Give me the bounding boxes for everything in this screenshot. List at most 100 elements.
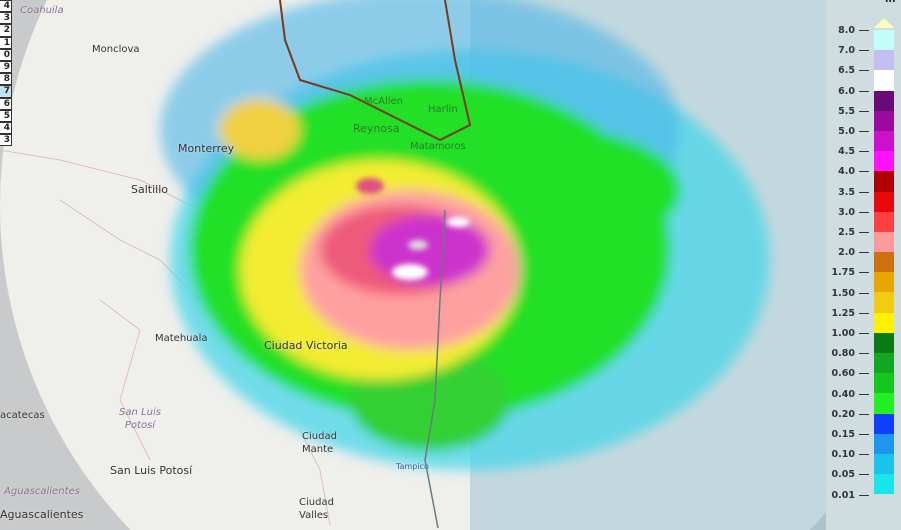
frame-item[interactable]: 9 [0,60,12,74]
label-aguascalientes-state: Aguascalientes [4,486,80,497]
legend-tick-label: 1.00 [831,328,855,339]
label-monterrey: Monterrey [178,142,235,155]
legend-tick-label: 0.05 [831,469,855,481]
legend-color-bar [874,30,894,495]
legend-tick-label: 0.10 [831,449,855,461]
label-harlingen: Harlingen [428,104,458,115]
legend-tick: 1.00 [826,328,872,339]
frame-item[interactable]: 1 [0,36,12,49]
legend-tick-label: 5.0 [838,126,855,137]
legend-tick: 0.05 [826,469,872,480]
legend-tick: 7.0 [826,45,872,56]
legend-tick-label: 0.20 [831,408,855,420]
legend-swatch [874,171,894,192]
legend-swatch [874,332,894,353]
legend-tick: 2.5 [826,227,872,238]
label-monclova: Monclova [92,44,140,55]
legend-tick: 1.25 [826,308,872,319]
legend-swatch [874,413,894,434]
legend-swatch [874,373,894,394]
legend-swatch [874,272,894,293]
legend-tick: 2.0 [826,247,872,258]
precipitation-legend: in 8.0 7.0 6.5 6.0 5.5 5.0 4.5 4.0 3.5 3.0 2.5 2.0 1… [826,0,901,530]
frame-item[interactable]: 2 [0,24,12,37]
legend-tick: 4.0 [826,166,872,177]
legend-tick-label: 3.0 [838,206,855,218]
legend-unit: in [885,0,896,5]
legend-tick-label: 0.60 [831,368,855,380]
legend-tick: 3.5 [826,187,872,198]
legend-tick-label: 0.15 [831,429,855,440]
legend-tick-label: 2.5 [838,227,855,238]
legend-tick: 3.0 [826,207,872,218]
legend-tick-label: 1.50 [831,287,855,299]
legend-tick: 0.80 [826,348,872,359]
frame-item[interactable]: 0 [0,48,12,61]
legend-swatch [874,252,894,273]
frame-item[interactable]: 5 [0,109,12,122]
legend-tick: 1.75 [826,267,872,278]
legend-tick: 5.5 [826,106,872,117]
legend-tick-label: 1.25 [831,307,855,319]
legend-tick: 0.01 [826,490,872,501]
legend-top-arrow [874,18,894,28]
label-matamoros: Matamoros [410,141,466,152]
legend-tick: 1.50 [826,288,872,299]
legend-tick-label: 1.75 [831,267,855,279]
frame-item[interactable]: 6 [0,97,12,110]
coastline [279,0,472,142]
legend-tick-label: 4.0 [838,166,855,178]
label-aguascalientes-city: Aguascalientes [0,508,84,521]
legend-tick-label: 0.01 [831,489,855,501]
legend-tick-label: 4.5 [838,146,855,158]
legend-tick-label: 0.40 [831,388,855,400]
label-san-luis-potosi-state: San Luis Potosí [119,407,161,431]
legend-tick: 0.60 [826,368,872,379]
label-zacatecas: acatecas [0,410,45,421]
frame-item[interactable]: 4 [0,0,12,13]
legend-tick: 0.10 [826,449,872,460]
frame-item-selected[interactable]: 7 [0,85,12,98]
legend-swatch [874,130,894,152]
legend-swatch [874,151,894,172]
legend-swatch [874,90,894,111]
frame-item[interactable]: 8 [0,73,12,86]
frame-item[interactable]: 4 [0,121,12,135]
label-coahuila: Coahuila [20,5,64,16]
legend-swatch [874,292,894,313]
label-tampico: Tampico [396,462,429,471]
legend-tick: 0.20 [826,409,872,420]
legend-swatch [874,393,894,414]
legend-tick: 0.40 [826,389,872,400]
coast-gulf [424,209,446,529]
legend-tick: 6.0 [826,86,872,97]
label-reynosa: Reynosa [353,122,400,135]
legend-swatch [874,312,894,333]
legend-swatch [874,433,894,454]
legend-swatch [874,50,894,71]
legend-tick-label: 6.0 [838,85,855,97]
legend-swatch [874,70,894,91]
legend-swatch [874,110,894,131]
label-ciudad-victoria: Ciudad Victoria [264,339,348,352]
label-saltillo: Saltillo [131,183,168,196]
label-ciudad-mante: Ciudad Mante [302,431,337,455]
legend-tick-label: 0.80 [831,348,855,360]
legend-swatch [874,453,894,475]
frame-item[interactable]: 3 [0,134,12,147]
frame-selector[interactable]: 4 3 2 1 0 9 8 7 6 5 4 3 [0,0,12,147]
legend-tick: 5.0 [826,126,872,137]
legend-swatch [874,353,894,374]
legend-tick-label: 7.0 [838,45,855,57]
legend-swatch [874,211,894,232]
legend-swatch [874,474,894,495]
legend-tick: 8.0 [826,25,872,36]
frame-item[interactable]: 3 [0,12,12,25]
legend-tick-label: 8.0 [838,25,855,36]
legend-swatch [874,191,894,212]
legend-tick-label: 5.5 [838,105,855,117]
legend-tick-label: 3.5 [838,186,855,198]
label-mcallen: McAllen [364,96,404,107]
legend-tick: 4.5 [826,146,872,157]
